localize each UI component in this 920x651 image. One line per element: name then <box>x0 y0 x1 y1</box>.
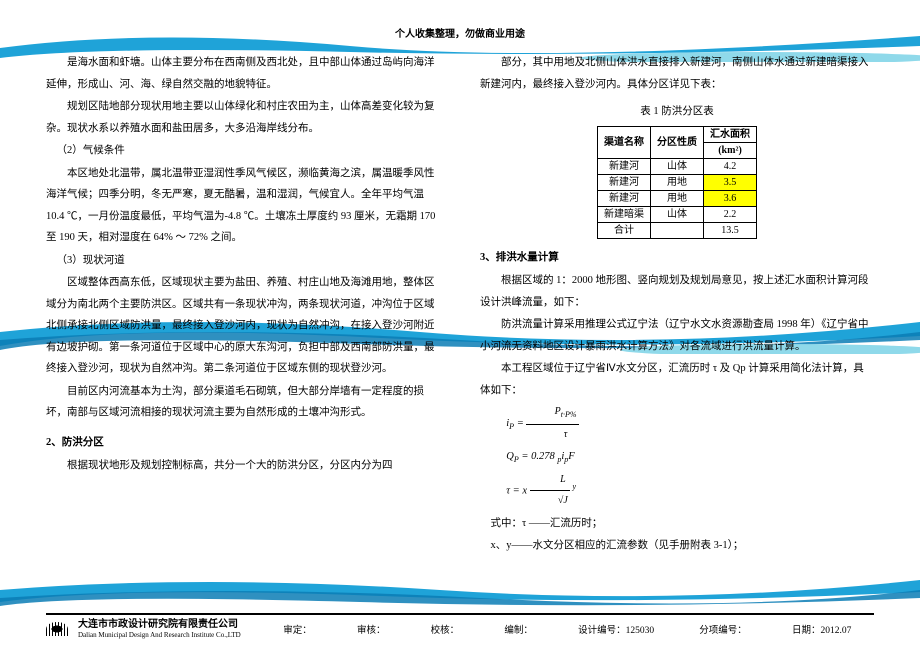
para: 本区地处北温带，属北温带亚湿润性季风气候区，濒临黄海之滨，属温暖季风性海洋气候；… <box>46 163 440 249</box>
page-footer: 大连市市政设计研究院有限责任公司 Dalian Municipal Design… <box>0 613 920 651</box>
section-2: 2、防洪分区 <box>46 432 440 454</box>
page-header: 个人收集整理，勿做商业用途 <box>0 0 920 40</box>
cell-type: 山体 <box>651 158 704 174</box>
para: 目前区内河流基本为土沟，部分渠道毛石砌筑，但大部分岸墙有一定程度的损坏，南部与区… <box>46 381 440 424</box>
content-columns: 是海水面和虾塘。山体主要分布在西南侧及西北处，且中部山体通过岛屿向海洋延伸，形成… <box>0 40 920 580</box>
para: 区域整体西高东低，区域现状主要为盐田、养殖、村庄山地及海滩用地，整体区域分为南北… <box>46 272 440 380</box>
para: 防洪流量计算采用推理公式辽宁法（辽宁水文水资源勘查局 1998 年）《辽宁省中小… <box>480 314 874 357</box>
cell-area: 4.2 <box>704 158 757 174</box>
sign-compile: 编制： <box>504 622 533 636</box>
cell-type: 山体 <box>651 206 704 222</box>
cell-type <box>651 222 704 238</box>
formula-tau: τ = x L√J y <box>480 470 874 512</box>
company-block: 大连市市政设计研究院有限责任公司 Dalian Municipal Design… <box>78 619 241 639</box>
subhead-river: （3）现状河道 <box>46 250 440 272</box>
cell-type: 用地 <box>651 190 704 206</box>
table-row: 新建河用地3.6 <box>598 190 757 206</box>
cell-area: 2.2 <box>704 206 757 222</box>
para: 规划区陆地部分现状用地主要以山体绿化和村庄农田为主，山体高差变化较为复杂。现状水… <box>46 96 440 139</box>
section-3: 3、排洪水量计算 <box>480 247 874 269</box>
left-column: 是海水面和虾塘。山体主要分布在西南侧及西北处，且中部山体通过岛屿向海洋延伸，形成… <box>46 52 440 580</box>
th-unit: (km²) <box>704 142 757 158</box>
sign-check: 校核： <box>431 622 460 636</box>
formula-note2: x、y——水文分区相应的汇流参数（见手册附表 3-1）； <box>480 535 874 557</box>
right-column: 部分，其中用地及北侧山体洪水直接排入新建河，南侧山体水通过新建暗渠接入新建河内，… <box>480 52 874 580</box>
signature-block: 审定： 审核： 校核： 编制： 设计编号：125030 分项编号： 日期：201… <box>251 622 874 636</box>
cell-area: 3.5 <box>704 174 757 190</box>
subhead-climate: （2）气候条件 <box>46 140 440 162</box>
cell-area: 3.6 <box>704 190 757 206</box>
design-no: 设计编号：125030 <box>578 622 654 636</box>
cell-name: 新建河 <box>598 174 651 190</box>
th-name: 渠道名称 <box>598 126 651 158</box>
formula-ip: iP = Pt·P%τ <box>480 402 874 445</box>
formula-note1: 式中：τ ——汇流历时； <box>480 513 874 535</box>
para: 根据区域的 1：2000 地形图、竖向规划及规划局意见，按上述汇水面积计算河段设… <box>480 270 874 313</box>
table-row: 新建河山体4.2 <box>598 158 757 174</box>
table-row: 合计 13.5 <box>598 222 757 238</box>
para: 部分，其中用地及北侧山体洪水直接排入新建河，南侧山体水通过新建暗渠接入新建河内，… <box>480 52 874 95</box>
table-header-row: 渠道名称 分区性质 汇水面积 <box>598 126 757 142</box>
table-row: 新建河用地3.5 <box>598 174 757 190</box>
cell-area: 13.5 <box>704 222 757 238</box>
date: 日期：2012.07 <box>792 622 851 636</box>
cell-name: 新建暗渠 <box>598 206 651 222</box>
company-logo-icon <box>46 622 68 636</box>
para: 是海水面和虾塘。山体主要分布在西南侧及西北处，且中部山体通过岛屿向海洋延伸，形成… <box>46 52 440 95</box>
cell-name: 新建河 <box>598 158 651 174</box>
item-no: 分项编号： <box>699 622 747 636</box>
th-area: 汇水面积 <box>704 126 757 142</box>
para: 本工程区域位于辽宁省Ⅳ水文分区，汇流历时 τ 及 Qp 计算采用简化法计算，具体… <box>480 358 874 401</box>
th-type: 分区性质 <box>651 126 704 158</box>
table-caption: 表 1 防洪分区表 <box>480 101 874 123</box>
cell-name: 新建河 <box>598 190 651 206</box>
company-name: 大连市市政设计研究院有限责任公司 <box>78 619 241 631</box>
formula-qp: QP = 0.278 pipF <box>480 446 874 468</box>
para: 根据现状地形及规划控制标高，共分一个大的防洪分区，分区内分为四 <box>46 455 440 477</box>
company-name-en: Dalian Municipal Design And Research Ins… <box>78 631 241 639</box>
cell-name: 合计 <box>598 222 651 238</box>
flood-zone-table: 渠道名称 分区性质 汇水面积 (km²) 新建河山体4.2新建河用地3.5新建河… <box>597 126 757 239</box>
table-row: 新建暗渠山体2.2 <box>598 206 757 222</box>
cell-type: 用地 <box>651 174 704 190</box>
sign-audit: 审核： <box>357 622 386 636</box>
sign-approve: 审定： <box>283 622 312 636</box>
